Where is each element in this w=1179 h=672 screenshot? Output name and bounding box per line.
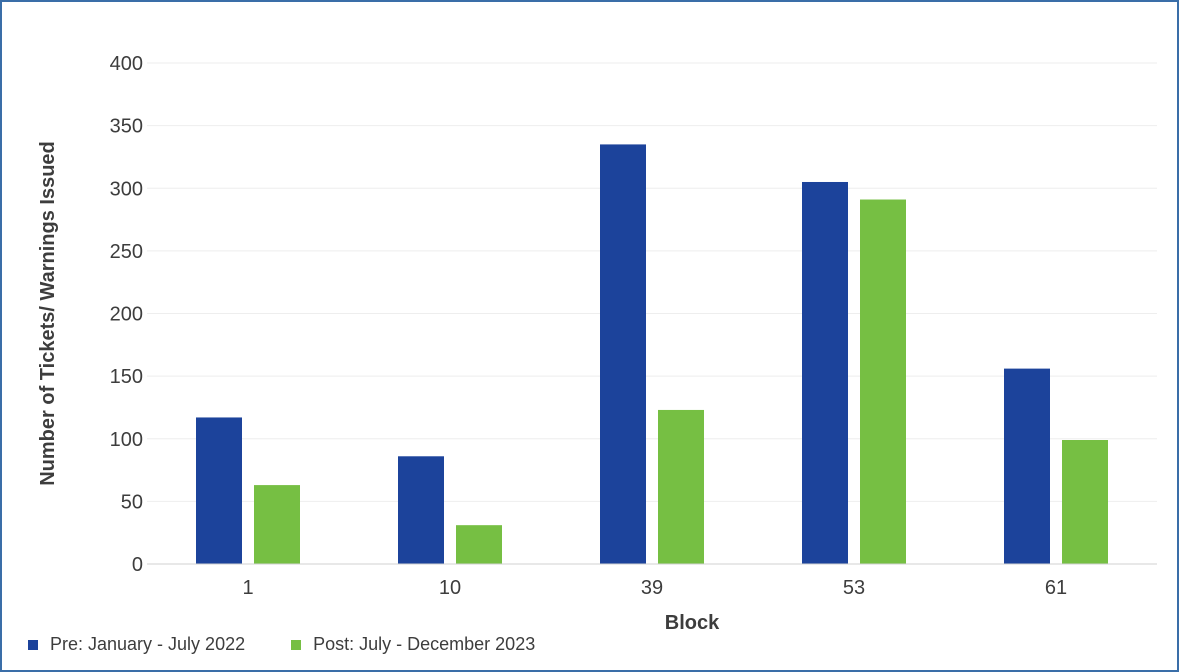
y-tick-label: 50 [121,491,143,513]
y-tick-label: 100 [110,429,143,451]
x-axis-title: Block [665,612,720,634]
bar-post [860,199,906,564]
legend-label-pre: Pre: January - July 2022 [50,634,246,654]
y-axis-ticks: 0 50 100 150 200 250 300 350 400 [110,53,143,576]
gridlines [147,62,1157,502]
x-tick-label: 10 [439,577,461,599]
x-tick-label: 61 [1045,577,1067,599]
x-tick-label: 1 [242,577,253,599]
x-tick-label: 39 [641,577,663,599]
bar-post [658,409,704,564]
legend-swatch-pre [28,639,38,650]
legend-item-post: Post: July - December 2023 [291,634,535,655]
y-tick-label: 300 [110,178,143,200]
legend-label-post: Post: July - December 2023 [313,634,536,654]
x-tick-label: 53 [843,577,865,599]
y-tick-label: 0 [132,554,143,576]
bar-pre [196,417,242,564]
y-tick-label: 150 [110,366,143,388]
bar-pre [802,181,848,565]
y-tick-label: 350 [110,116,143,138]
bars [196,144,1108,565]
bar-post [1062,440,1108,564]
bar-pre [1004,368,1050,564]
bar-pre [398,456,444,564]
y-axis-title: Number of Tickets/ Warnings Issued [37,141,59,486]
bar-post [456,525,502,564]
legend: Pre: January - July 2022 Post: July - De… [28,634,581,655]
x-axis-ticks: 1 10 39 53 61 [242,577,1067,599]
legend-item-pre: Pre: January - July 2022 [28,634,245,655]
bar-pre [600,144,646,564]
legend-swatch-post [291,639,302,650]
bar-post [254,485,300,564]
y-tick-label: 400 [110,53,143,75]
y-tick-label: 250 [110,241,143,263]
y-tick-label: 200 [110,304,143,326]
